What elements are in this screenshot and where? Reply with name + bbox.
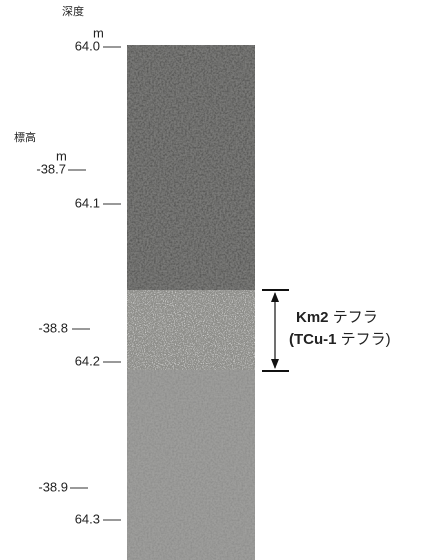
depth-title: 深度 <box>62 4 84 18</box>
tephra-suffix: テフラ <box>333 309 378 326</box>
tephra-alias-name: (TCu-1 <box>289 331 337 348</box>
elevation-tick-label: -38.9 <box>38 479 68 494</box>
depth-tick-label: 64.1 <box>75 195 100 210</box>
tephra-alias-suffix: テフラ) <box>341 331 391 348</box>
tephra-name: Km2 <box>296 309 329 326</box>
core-upper <box>127 45 255 295</box>
depth-tick-label: 64.0 <box>75 38 100 53</box>
tephra-bracket <box>262 290 289 371</box>
depth-tick-label: 64.2 <box>75 353 100 368</box>
tephra-layer <box>127 290 255 372</box>
depth-tick-label: 64.3 <box>75 511 100 526</box>
core-photo <box>127 45 255 560</box>
tephra-alias: (TCu-1 テフラ) <box>289 331 391 348</box>
elevation-tick-label: -38.8 <box>38 320 68 335</box>
core-lower-texture <box>127 370 255 560</box>
elevation-title: 標高 <box>14 130 36 144</box>
core-figure: 深度 m 64.0 64.1 64.2 64.3 標高 m -38.7 -38.… <box>0 0 422 560</box>
tephra-label: Km2 テフラ <box>296 309 378 326</box>
elevation-tick-label: -38.7 <box>36 161 66 176</box>
